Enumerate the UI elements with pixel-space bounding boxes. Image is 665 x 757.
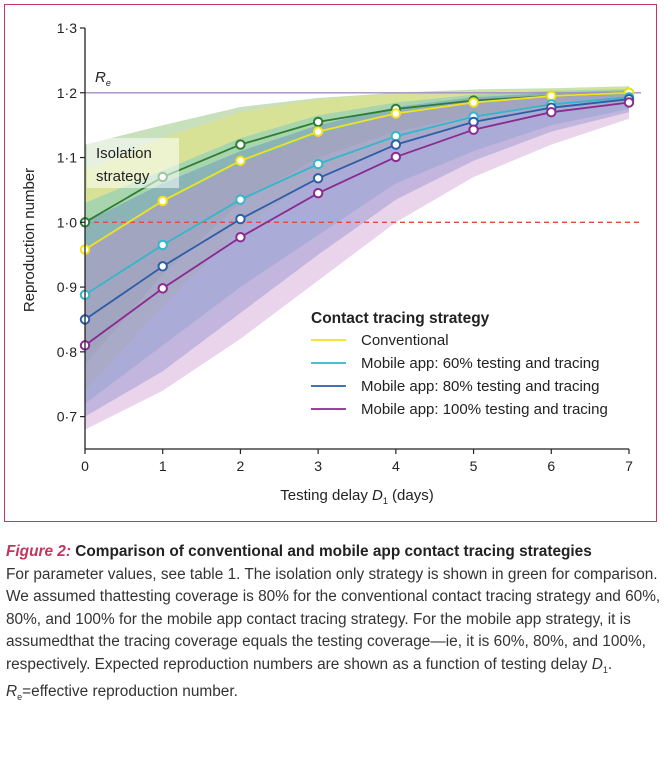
band-isolation-strategy [85, 86, 629, 365]
y-tick-label: 0·9 [57, 279, 77, 295]
legend-title: Contact tracing strategy [311, 310, 490, 327]
y-tick-label: 1·0 [57, 214, 77, 230]
caption-title: Comparison of conventional and mobile ap… [71, 543, 592, 560]
point-conventional-6 [546, 90, 557, 102]
band-conventional [85, 87, 629, 391]
point-conventional-4 [390, 108, 402, 119]
point-mobile-app-100-testing-and-tracing-6 [546, 107, 557, 118]
x-ticks: 0 1 2 3 4 5 6 7 [81, 449, 633, 474]
legend-label-mobile-app-80-testing-and-tracing: Mobile app: 80% testing and tracing [361, 378, 599, 395]
point-mobile-app-80-testing-and-tracing-2 [235, 213, 246, 225]
figure-caption: Figure 2: Comparison of conventional and… [6, 541, 662, 709]
point-mobile-app-100-testing-and-tracing-5 [468, 124, 479, 135]
figure-frame [4, 4, 657, 522]
point-mobile-app-100-testing-and-tracing-1 [157, 283, 168, 294]
point-mobile-app-100-testing-and-tracing-7 [623, 97, 635, 108]
line-mobile-app-60-testing-and-tracing [84, 96, 630, 296]
x-tick-label: 7 [625, 458, 633, 474]
line-mobile-app-100-testing-and-tracing [84, 101, 630, 347]
point-mobile-app-80-testing-and-tracing-3 [312, 173, 324, 184]
band-mobile-app-60-testing-and-tracing [85, 88, 629, 404]
legend-items: Conventional Mobile app: 60% testing and … [311, 332, 608, 418]
x-tick-label: 2 [237, 458, 245, 474]
point-conventional-3 [312, 126, 324, 137]
x-tick-label: 0 [81, 458, 89, 474]
re-label: Re [95, 69, 111, 88]
y-tick-label: 1·3 [57, 20, 77, 36]
point-conventional-5 [468, 97, 479, 108]
legend-label-mobile-app-60-testing-and-tracing: Mobile app: 60% testing and tracing [361, 355, 599, 372]
point-isolation-strategy-3 [312, 116, 324, 128]
point-mobile-app-100-testing-and-tracing-4 [390, 151, 402, 163]
y-tick-label: 0·8 [57, 344, 77, 360]
x-tick-label: 5 [470, 458, 478, 474]
band-mobile-app-100-testing-and-tracing [85, 91, 629, 430]
y-tick-label: 1·2 [57, 85, 77, 101]
caption-var-sub: 1 [602, 664, 608, 675]
x-tick-label: 6 [547, 458, 555, 474]
point-mobile-app-80-testing-and-tracing-1 [157, 261, 168, 272]
point-conventional-2 [235, 155, 246, 166]
x-axis-title: Testing delay D1 (days) [280, 487, 433, 506]
series-lines [84, 91, 630, 347]
isolation-annotation-box [87, 138, 179, 188]
point-mobile-app-60-testing-and-tracing-2 [235, 194, 246, 205]
caption-body-text: For parameter values, see table 1. The i… [6, 565, 661, 673]
caption-var: D [591, 655, 603, 673]
y-tick-label: 1·1 [57, 150, 77, 166]
axes [84, 28, 629, 450]
point-mobile-app-60-testing-and-tracing-4 [390, 130, 402, 142]
x-tick-label: 3 [314, 458, 322, 474]
caption-re-text: =effective reproduction number. [22, 683, 238, 701]
caption-heading: Figure 2: Comparison of conventional and… [6, 541, 662, 564]
caption-body-end: . [607, 655, 613, 673]
legend-background [306, 303, 646, 433]
caption-body: For parameter values, see table 1. The i… [6, 564, 662, 709]
line-mobile-app-80-testing-and-tracing [84, 98, 630, 321]
caption-re-sub: e [17, 692, 23, 703]
point-isolation-strategy-2 [235, 139, 246, 150]
isolation-annotation-line2: strategy [96, 168, 150, 185]
series-points [79, 87, 635, 351]
point-mobile-app-100-testing-and-tracing-3 [312, 187, 324, 199]
y-ticks: 0·7 0·8 0·9 1·0 1·1 1·2 1·3 [57, 20, 85, 425]
point-mobile-app-100-testing-and-tracing-2 [235, 232, 246, 243]
legend: Contact tracing strategy Conventional Mob… [306, 303, 646, 433]
point-mobile-app-80-testing-and-tracing-4 [390, 139, 402, 150]
y-tick-label: 0·7 [57, 409, 77, 425]
x-tick-label: 1 [159, 458, 167, 474]
x-tick-label: 4 [392, 458, 400, 474]
y-axis-title: Reproduction number [21, 168, 38, 312]
point-mobile-app-60-testing-and-tracing-1 [157, 239, 168, 251]
legend-label-mobile-app-100-testing-and-tracing: Mobile app: 100% testing and tracing [361, 401, 608, 418]
figure-label: Figure 2: [6, 543, 71, 560]
point-mobile-app-60-testing-and-tracing-3 [312, 158, 324, 170]
point-conventional-1 [157, 195, 168, 207]
reproduction-number-chart: 0·7 0·8 0·9 1·0 1·1 1·2 1·3 0 1 2 3 4 5 6 7 Re Isolat… [21, 20, 646, 506]
caption-re-var: R [6, 683, 18, 701]
legend-label-conventional: Conventional [361, 332, 449, 349]
isolation-annotation-line1: Isolation [96, 145, 152, 162]
line-conventional [84, 91, 630, 251]
